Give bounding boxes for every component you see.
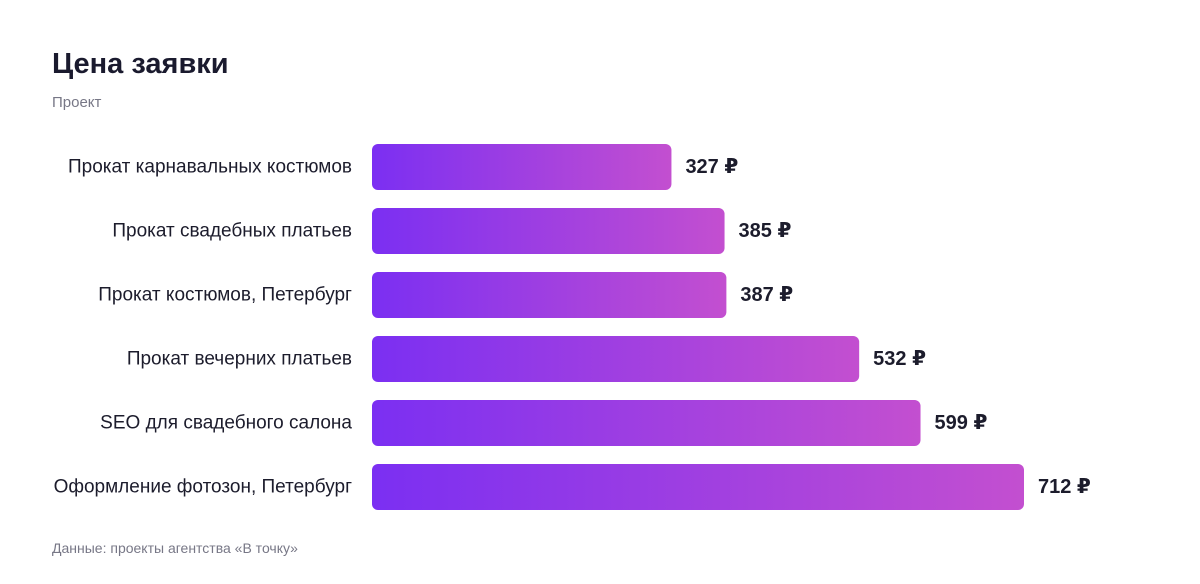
bars-layer: Прокат карнавальных костюмов 327 ₽ Прокат …: [54, 144, 1091, 510]
bar: [372, 464, 1024, 510]
category-label: Прокат карнавальных костюмов: [68, 157, 352, 178]
bar: [372, 144, 672, 190]
category-label: Прокат вечерних платьев: [127, 349, 352, 370]
bar: [372, 208, 725, 254]
category-label: Оформление фотозон, Петербург: [54, 477, 352, 498]
value-label: 712 ₽: [1038, 476, 1091, 498]
bar: [372, 336, 860, 382]
category-label: Прокат костюмов, Петербург: [98, 285, 352, 306]
value-label: 532 ₽: [873, 348, 926, 370]
source-note: Данные: проекты агентства «В точку»: [52, 540, 298, 556]
value-label: 385 ₽: [739, 220, 792, 242]
category-label: SEO для свадебного салона: [100, 413, 352, 434]
value-label: 327 ₽: [685, 156, 738, 178]
bar: [372, 400, 921, 446]
bar: [372, 272, 727, 318]
value-label: 599 ₽: [935, 412, 988, 434]
value-label: 387 ₽: [740, 284, 793, 306]
chart-title: Цена заявки: [52, 48, 229, 80]
category-label: Прокат свадебных платьев: [112, 221, 352, 242]
chart-subtitle: Проект: [52, 94, 102, 111]
